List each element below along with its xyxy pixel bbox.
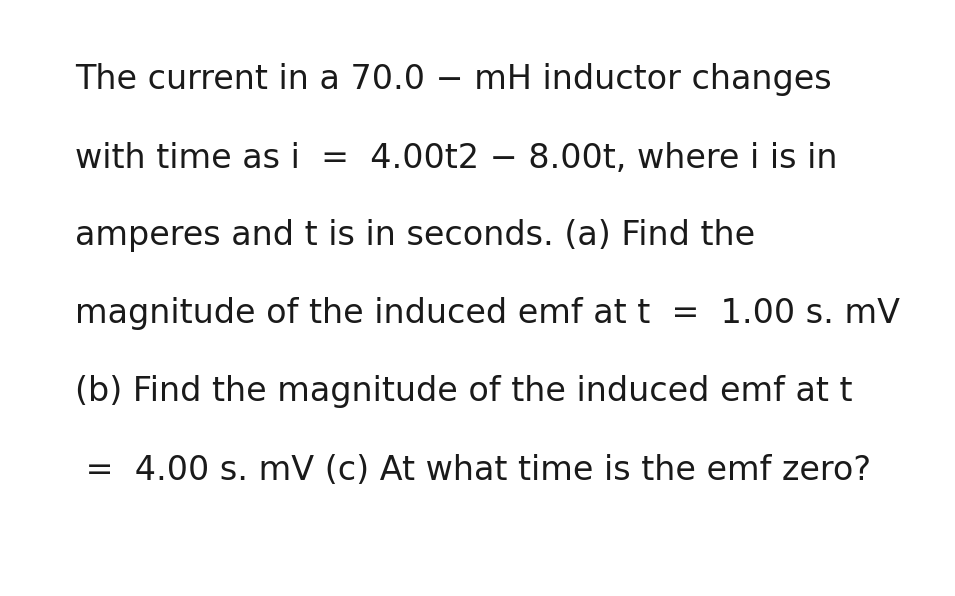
Text: =  4.00 s. mV (c) At what time is the emf zero?: = 4.00 s. mV (c) At what time is the emf… bbox=[75, 454, 871, 486]
Text: magnitude of the induced emf at t  =  1.00 s. mV: magnitude of the induced emf at t = 1.00… bbox=[75, 297, 900, 331]
Text: with time as i  =  4.00t2 − 8.00t, where i is in: with time as i = 4.00t2 − 8.00t, where i… bbox=[75, 141, 838, 175]
Text: amperes and t is in seconds. (a) Find the: amperes and t is in seconds. (a) Find th… bbox=[75, 219, 755, 253]
Text: (b) Find the magnitude of the induced emf at t: (b) Find the magnitude of the induced em… bbox=[75, 375, 853, 408]
Text: The current in a 70.0 − mH inductor changes: The current in a 70.0 − mH inductor chan… bbox=[75, 64, 832, 97]
